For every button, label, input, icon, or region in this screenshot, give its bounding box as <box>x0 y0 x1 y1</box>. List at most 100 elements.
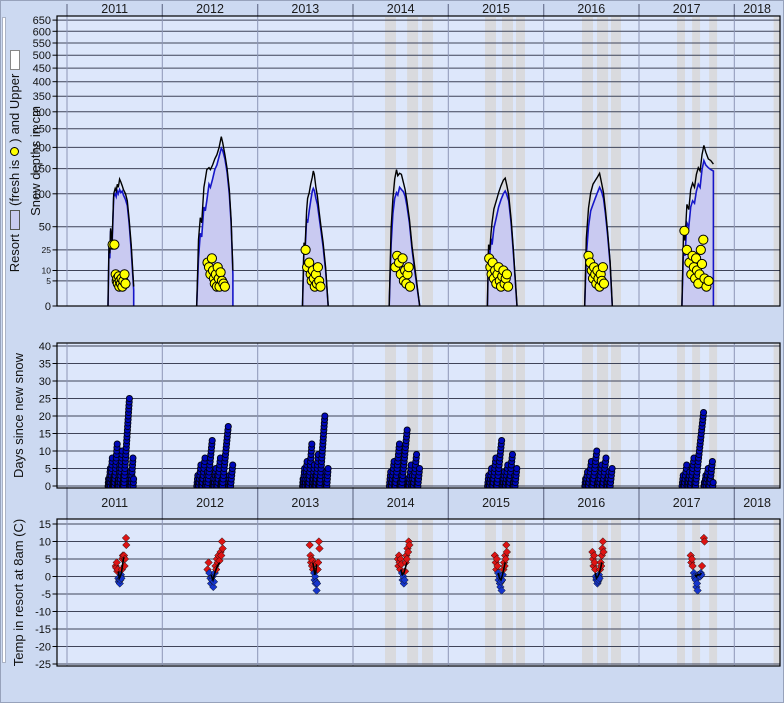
year-gridlines <box>66 16 735 666</box>
svg-text:650: 650 <box>33 15 51 27</box>
temp-panel-border <box>56 518 781 667</box>
svg-text:-5: -5 <box>41 589 51 601</box>
svg-text:10: 10 <box>42 266 52 276</box>
svg-text:15: 15 <box>39 429 51 441</box>
svg-text:2016: 2016 <box>577 2 605 16</box>
snow-season-2012 <box>195 136 234 306</box>
snow-season-2017 <box>679 145 715 306</box>
temperature-panel-bg <box>57 519 780 666</box>
snow-panel-border <box>56 15 781 307</box>
svg-text:2013: 2013 <box>291 2 319 16</box>
snow-axis-subtitle: Snow depths in cm <box>28 16 43 306</box>
snow-depths-label: Snow depths in cm <box>28 106 43 216</box>
svg-text:600: 600 <box>33 26 51 38</box>
svg-text:2016: 2016 <box>577 496 605 510</box>
svg-text:-15: -15 <box>35 624 51 636</box>
svg-text:400: 400 <box>33 77 51 89</box>
snow-season-2015 <box>484 176 518 306</box>
days-season-2011 <box>104 394 138 488</box>
svg-text:2012: 2012 <box>196 496 224 510</box>
svg-text:2017: 2017 <box>673 2 701 16</box>
svg-text:25: 25 <box>42 245 52 255</box>
svg-text:2015: 2015 <box>482 496 510 510</box>
svg-text:0: 0 <box>45 481 51 493</box>
svg-text:250: 250 <box>33 124 51 136</box>
svg-text:2014: 2014 <box>387 496 415 510</box>
svg-text:2014: 2014 <box>387 2 415 16</box>
svg-text:0: 0 <box>45 572 51 584</box>
svg-text:5: 5 <box>46 276 51 286</box>
year-axis-middle: 2011 2012 2013 2014 2015 2016 2017 2018 <box>66 488 771 519</box>
temp-season-2012 <box>203 537 227 592</box>
fresh-snow-swatch-icon <box>10 146 19 156</box>
svg-text:2013: 2013 <box>291 496 319 510</box>
days-since-snow-series <box>104 394 717 488</box>
snow-season-2011 <box>107 176 135 306</box>
svg-text:2018: 2018 <box>743 2 771 16</box>
resort-swatch-icon <box>9 210 20 230</box>
svg-text:2012: 2012 <box>196 2 224 16</box>
snow-season-2014 <box>388 169 421 306</box>
days-panel-border <box>56 342 781 489</box>
svg-text:2015: 2015 <box>482 2 510 16</box>
svg-text:200: 200 <box>33 142 51 154</box>
svg-text:20: 20 <box>39 411 51 423</box>
days-season-2015 <box>484 436 521 488</box>
temp-axis-title: Temp in resort at 8am (C) <box>11 519 26 666</box>
svg-text:5: 5 <box>45 464 51 476</box>
svg-text:2011: 2011 <box>101 496 128 510</box>
svg-text:5: 5 <box>45 554 51 566</box>
svg-text:2017: 2017 <box>673 496 701 510</box>
svg-text:35: 35 <box>39 359 51 371</box>
temperature-series <box>111 533 709 595</box>
days-axis-title: Days since new snow <box>11 343 26 488</box>
svg-text:100: 100 <box>33 189 51 201</box>
svg-text:30: 30 <box>39 376 51 388</box>
year-axis-top: 2011 2012 2013 2014 2015 2016 2017 2018 <box>66 2 771 16</box>
svg-text:150: 150 <box>33 164 51 176</box>
snow-axis-fresh-close: ) <box>7 138 22 143</box>
days-season-2012 <box>193 422 237 488</box>
svg-text:2018: 2018 <box>743 496 771 510</box>
upper-swatch-icon <box>9 49 20 70</box>
svg-text:10: 10 <box>39 446 51 458</box>
snow-depth-panel-bg <box>57 16 780 306</box>
snow-season-2016 <box>583 171 614 306</box>
snow-axis-resort-label: Resort <box>7 234 22 273</box>
temp-season-2011 <box>111 533 131 588</box>
temp-season-2014 <box>393 537 414 588</box>
snow-axis-title: Resort (fresh is ) and Upper <box>7 16 22 306</box>
left-scrollbar[interactable] <box>2 17 6 663</box>
svg-text:2011: 2011 <box>101 2 128 16</box>
temp-season-2017 <box>686 533 709 595</box>
svg-text:-20: -20 <box>35 642 51 654</box>
svg-text:25: 25 <box>39 394 51 406</box>
svg-text:300: 300 <box>33 107 51 119</box>
snow-season-2013 <box>300 170 329 306</box>
svg-text:15: 15 <box>39 519 51 531</box>
svg-text:10: 10 <box>39 537 51 549</box>
days-season-2016 <box>581 447 616 488</box>
svg-text:50: 50 <box>39 222 51 234</box>
temp-season-2015 <box>490 540 512 595</box>
temp-season-2016 <box>588 537 608 588</box>
svg-text:-25: -25 <box>35 659 51 671</box>
svg-text:500: 500 <box>33 50 51 62</box>
svg-text:450: 450 <box>33 63 51 75</box>
days-since-snow-label: Days since new snow <box>11 353 26 478</box>
svg-text:40: 40 <box>39 341 51 353</box>
snow-axis-fresh-label: (fresh is <box>7 159 22 206</box>
days-season-2017 <box>678 408 717 488</box>
svg-text:0: 0 <box>45 301 51 313</box>
svg-text:550: 550 <box>33 38 51 50</box>
svg-text:-10: -10 <box>35 607 51 619</box>
temp-season-2013 <box>305 537 324 595</box>
svg-text:350: 350 <box>33 91 51 103</box>
temp-label: Temp in resort at 8am (C) <box>11 518 26 667</box>
y-tick-labels: 0510255010015020025030035040045050055060… <box>33 15 57 671</box>
days-season-2014 <box>385 426 424 488</box>
days-season-2013 <box>299 412 332 488</box>
snow-axis-upper-label: and Upper <box>7 73 22 135</box>
